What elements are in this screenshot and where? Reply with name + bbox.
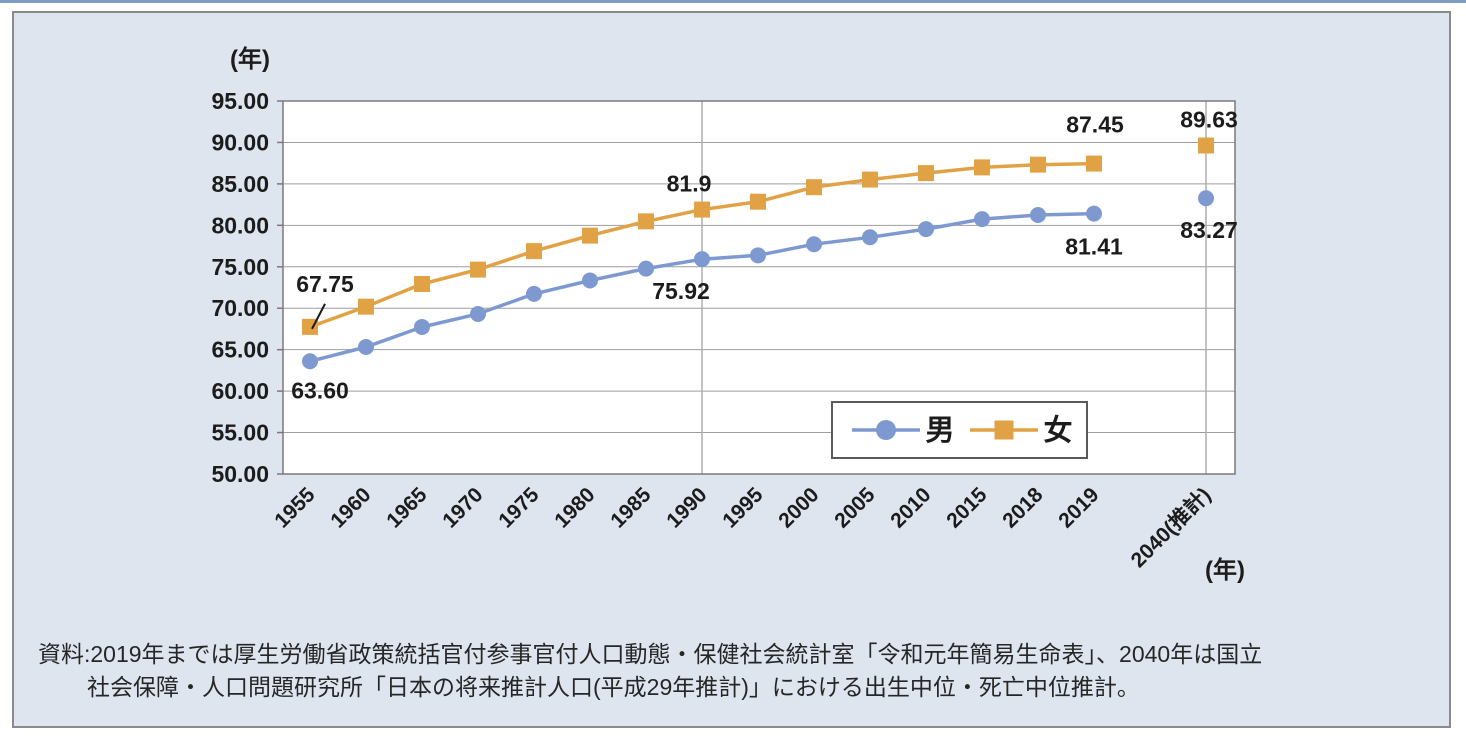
- y-tick-label-70: 70.00: [211, 295, 269, 321]
- marker-male-2010: [918, 221, 934, 238]
- data-label-81.41: 81.41: [1065, 234, 1123, 260]
- y-tick-label-65: 65.00: [211, 337, 269, 363]
- x-tick-label-2015: 2015: [942, 483, 992, 533]
- x-tick-label-2010: 2010: [886, 483, 935, 532]
- marker-male-1985: [638, 260, 654, 277]
- source-note-line-2: 社会保障・人口問題研究所「日本の将来推計人口(平成29年推計)」における出生中位…: [87, 674, 1140, 700]
- marker-female-1975: [526, 243, 542, 260]
- y-axis-unit-label: (年): [230, 45, 270, 73]
- marker-male-2018: [1030, 206, 1046, 223]
- x-tick-label-1960: 1960: [326, 483, 375, 532]
- marker-female-2000: [806, 179, 822, 196]
- y-tick-label-80: 80.00: [211, 212, 269, 238]
- x-tick-label-2000: 2000: [774, 483, 823, 532]
- y-tick-label-90: 90.00: [211, 129, 269, 155]
- marker-female-2010: [918, 165, 934, 182]
- marker-male-1990: [694, 251, 710, 268]
- x-tick-label-2040: 2040(推計): [1126, 483, 1216, 573]
- marker-male-2015: [974, 211, 990, 228]
- y-tick-label-95: 95.00: [211, 88, 269, 114]
- data-label-83.27: 83.27: [1180, 217, 1238, 243]
- marker-male-1975: [526, 285, 542, 302]
- x-tick-label-1985: 1985: [606, 483, 656, 533]
- marker-male-2005: [862, 229, 878, 246]
- plot-border: [282, 100, 1236, 475]
- legend-female-marker: [994, 420, 1014, 440]
- source-note: 資料:2019年までは厚生労働省政策統括官付参事官付人口動態・保健社会統計室「令…: [38, 638, 1262, 704]
- legend-male-marker: [876, 420, 896, 440]
- legend-female-label: 女: [1043, 413, 1072, 447]
- y-tick-label-50: 50.00: [211, 461, 269, 487]
- x-axis-unit-label: (年): [1205, 556, 1245, 584]
- marker-female-1985: [638, 213, 654, 230]
- marker-female-1960: [358, 298, 374, 315]
- marker-male-2019: [1086, 205, 1102, 222]
- marker-male-2040: [1198, 190, 1214, 207]
- legend-male-label: 男: [925, 415, 954, 447]
- marker-female-1995: [750, 193, 766, 210]
- x-tick-label-2018: 2018: [998, 483, 1048, 533]
- marker-female-1990: [694, 201, 710, 218]
- marker-female-1965: [414, 276, 430, 293]
- marker-male-1980: [582, 272, 598, 289]
- marker-male-1955: [302, 353, 318, 370]
- data-label-75.92: 75.92: [652, 278, 710, 304]
- marker-male-2000: [806, 236, 822, 253]
- marker-female-2015: [974, 159, 990, 176]
- x-tick-label-1955: 1955: [270, 483, 320, 533]
- data-label-89.63: 89.63: [1180, 107, 1238, 133]
- marker-female-2018: [1030, 156, 1046, 173]
- marker-male-1995: [750, 247, 766, 264]
- source-note-line-1: 資料:2019年までは厚生労働省政策統括官付参事官付人口動態・保健社会統計室「令…: [38, 641, 1263, 667]
- x-tick-label-1980: 1980: [550, 483, 599, 532]
- x-tick-label-2019: 2019: [1054, 483, 1103, 532]
- y-tick-label-60: 60.00: [211, 378, 269, 404]
- page-top-rule: [0, 0, 1466, 3]
- x-tick-label-1995: 1995: [718, 483, 768, 533]
- x-tick-label-1970: 1970: [438, 483, 487, 532]
- x-tick-label-2005: 2005: [830, 483, 880, 533]
- marker-female-1970: [470, 261, 486, 278]
- marker-female-1980: [582, 227, 598, 244]
- y-tick-label-75: 75.00: [211, 254, 269, 280]
- marker-male-1965: [414, 318, 430, 335]
- data-label-63.60: 63.60: [291, 377, 349, 403]
- marker-female-2005: [862, 171, 878, 188]
- marker-male-1960: [358, 339, 374, 356]
- marker-female-2040: [1198, 137, 1214, 154]
- data-label-leader-67.75: [311, 303, 326, 330]
- x-tick-label-1990: 1990: [662, 483, 711, 532]
- y-tick-label-55: 55.00: [211, 420, 269, 446]
- x-tick-label-1975: 1975: [494, 483, 544, 533]
- marker-female-2019: [1086, 155, 1102, 172]
- y-tick-label-85: 85.00: [211, 171, 269, 197]
- marker-male-1970: [470, 305, 486, 322]
- x-tick-label-1965: 1965: [382, 483, 432, 533]
- data-label-81.9: 81.9: [667, 171, 712, 197]
- data-label-67.75: 67.75: [296, 271, 354, 297]
- data-label-87.45: 87.45: [1066, 112, 1124, 138]
